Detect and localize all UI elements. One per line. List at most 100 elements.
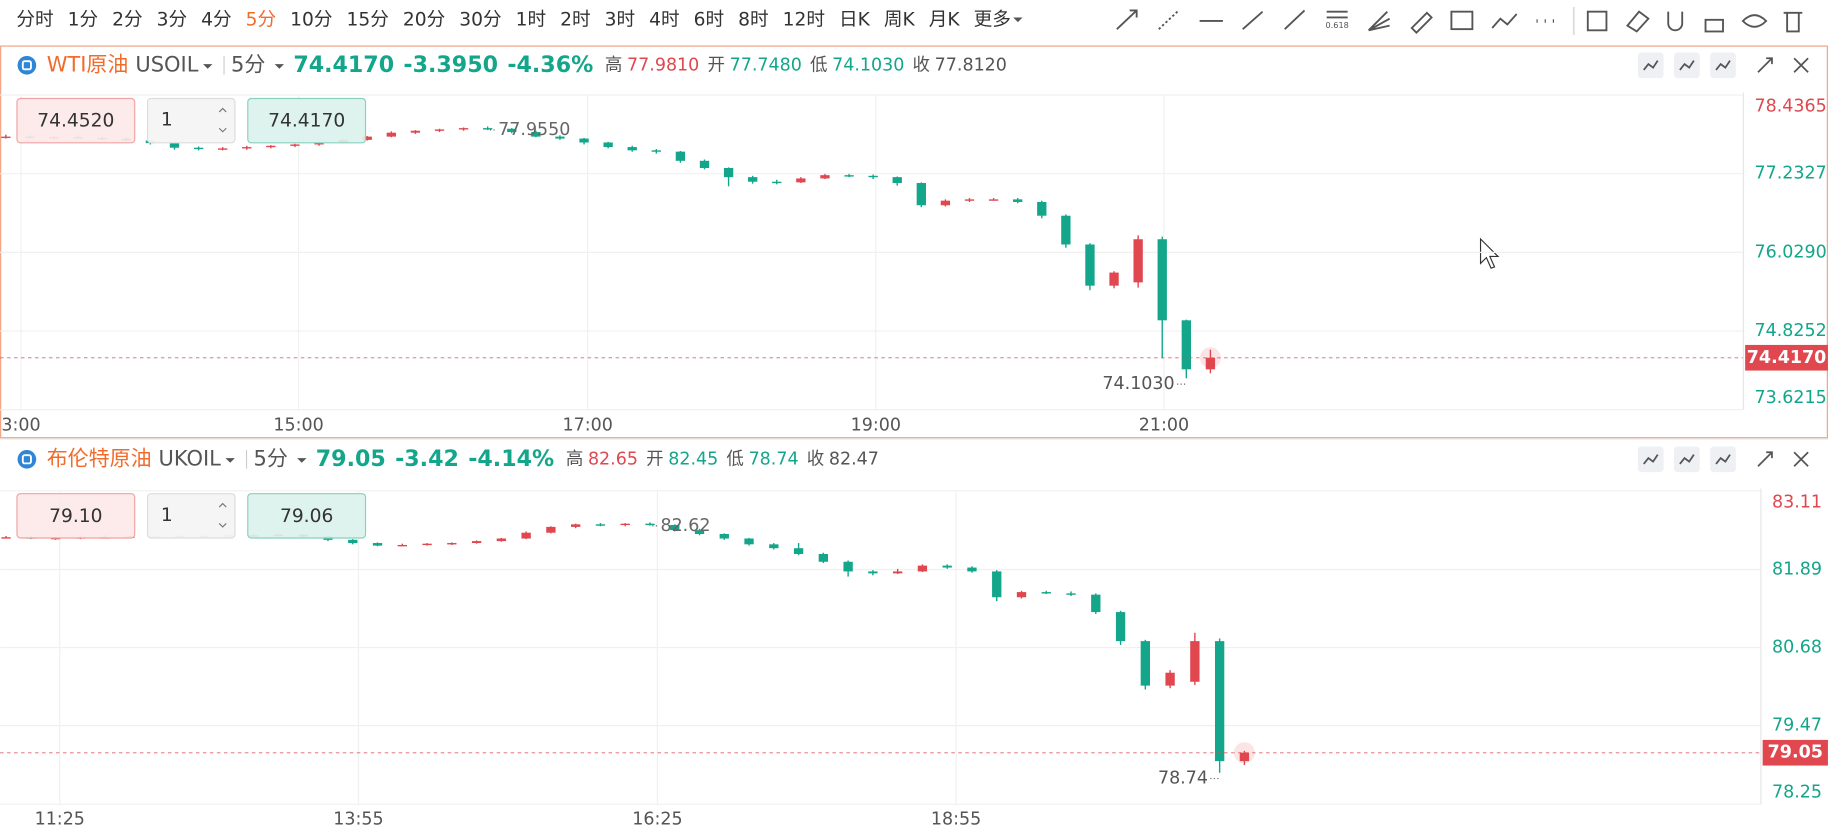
panel-button-icon[interactable]: [1643, 454, 1659, 465]
candle-body: [507, 128, 517, 133]
high-label: 77.9550: [498, 120, 570, 140]
header-change-pct: -4.36%: [507, 52, 593, 78]
candle-body: [571, 524, 581, 527]
delete-tool[interactable]: [1783, 11, 1803, 33]
candle-body: [595, 524, 606, 526]
interval-tab[interactable]: 6时: [694, 9, 725, 30]
panel-button-icon[interactable]: [1793, 451, 1809, 467]
x-tick-label: 13:55: [333, 810, 383, 830]
panel-button-icon[interactable]: [1715, 454, 1731, 465]
interval-tab[interactable]: 3时: [605, 9, 636, 30]
fan-tool[interactable]: [1367, 10, 1391, 32]
segment-tool[interactable]: [1242, 10, 1264, 30]
header-high: 82.65: [588, 449, 638, 469]
dropdown-arrow: [274, 64, 284, 69]
header-open: 82.45: [668, 449, 718, 469]
candle-body: [1037, 201, 1047, 216]
buy-price[interactable]: 74.4170: [268, 111, 345, 132]
interval-tab[interactable]: 周K: [884, 9, 916, 30]
candle-body: [651, 150, 661, 152]
y-tick-label: 77.2327: [1754, 164, 1826, 184]
buy-box[interactable]: [247, 493, 367, 539]
header-interval[interactable]: 5分: [254, 446, 288, 470]
header-change-pct: -4.14%: [468, 446, 554, 472]
x-tick-label: 15:00: [273, 415, 323, 435]
interval-tab[interactable]: 2分: [112, 9, 143, 30]
magnet-tool[interactable]: [1667, 11, 1684, 32]
interval-tab[interactable]: 2时: [560, 9, 591, 30]
eye-tool[interactable]: [1741, 14, 1768, 28]
candle-body: [942, 565, 952, 568]
header-open-label: 开: [646, 449, 663, 469]
panel-button-icon[interactable]: [1679, 454, 1695, 465]
y-tick-label: 81.89: [1772, 559, 1822, 579]
candle-body: [748, 177, 758, 182]
interval-tab[interactable]: 8时: [738, 9, 769, 30]
sell-price[interactable]: 74.4520: [37, 111, 114, 132]
sell-box[interactable]: [16, 97, 136, 144]
header-high-label: 高: [566, 449, 583, 469]
image-tool[interactable]: [1450, 10, 1474, 31]
interval-tab[interactable]: 1时: [516, 9, 547, 30]
quantity-box[interactable]: [146, 493, 236, 539]
candle-body: [967, 567, 977, 572]
panel-button-icon[interactable]: [1757, 57, 1773, 73]
ray-tool[interactable]: [1158, 9, 1180, 30]
interval-tab[interactable]: 5分: [246, 9, 277, 30]
candle-body: [169, 143, 180, 148]
candle-body: [1115, 612, 1126, 642]
candle-body: [1061, 215, 1071, 245]
pen-tool[interactable]: [1410, 11, 1433, 34]
panel-button-icon[interactable]: [1715, 60, 1731, 71]
interval-tab[interactable]: 分时: [16, 9, 53, 30]
panel-button-icon[interactable]: [1757, 451, 1773, 467]
trend-tool[interactable]: [1284, 9, 1306, 30]
interval-tab[interactable]: 10分: [290, 9, 332, 30]
buy-price[interactable]: 79.06: [280, 506, 333, 527]
panel-button-icon[interactable]: [1643, 60, 1659, 71]
candle-body: [531, 132, 541, 137]
quantity-stepper[interactable]: [218, 107, 227, 133]
quantity-box[interactable]: [146, 97, 236, 144]
candle-body: [1091, 594, 1101, 613]
buy-box[interactable]: [247, 97, 367, 144]
interval-tab[interactable]: 20分: [403, 9, 445, 30]
interval-tab[interactable]: 4分: [201, 9, 232, 30]
candle-body: [992, 571, 1002, 598]
note-tool[interactable]: [1586, 10, 1608, 32]
header-change: -3.42: [395, 446, 459, 472]
candle-body: [964, 199, 975, 201]
candle-body: [694, 530, 705, 535]
fib-tool[interactable]: [1326, 10, 1348, 19]
interval-tab[interactable]: 15分: [347, 9, 389, 30]
panel-button-icon[interactable]: [1679, 60, 1695, 71]
interval-tab[interactable]: 30分: [459, 9, 501, 30]
panel-button-icon[interactable]: [1793, 57, 1809, 73]
interval-tab[interactable]: 日K: [839, 9, 871, 30]
quantity-stepper[interactable]: [218, 502, 227, 528]
candle-body: [483, 128, 493, 130]
symbol-icon: [17, 55, 37, 75]
interval-tab[interactable]: 月K: [929, 9, 961, 30]
candle-body: [1109, 272, 1119, 286]
eraser-tool[interactable]: [1626, 10, 1650, 33]
interval-tab[interactable]: 4时: [649, 9, 680, 30]
candle-body: [218, 148, 228, 150]
candle-body: [386, 132, 396, 137]
interval-tab[interactable]: 12时: [783, 9, 825, 30]
header-symbol[interactable]: USOIL: [135, 52, 198, 76]
y-tick-label: 74.8252: [1754, 321, 1826, 341]
interval-tab[interactable]: 3分: [157, 9, 188, 30]
header-interval[interactable]: 5分: [231, 52, 265, 76]
header-high-label: 高: [605, 55, 622, 75]
header-symbol[interactable]: UKOIL: [159, 446, 222, 470]
quantity[interactable]: 1: [161, 110, 173, 131]
interval-tab[interactable]: 更多: [974, 9, 1011, 30]
arrow-tool[interactable]: [1116, 9, 1138, 30]
lock-tool[interactable]: [1704, 18, 1724, 33]
quantity[interactable]: 1: [161, 505, 173, 526]
sell-box[interactable]: [16, 493, 136, 539]
line-tool[interactable]: [1491, 13, 1518, 29]
interval-tab[interactable]: 1分: [68, 9, 99, 30]
sell-price[interactable]: 79.10: [49, 506, 102, 527]
